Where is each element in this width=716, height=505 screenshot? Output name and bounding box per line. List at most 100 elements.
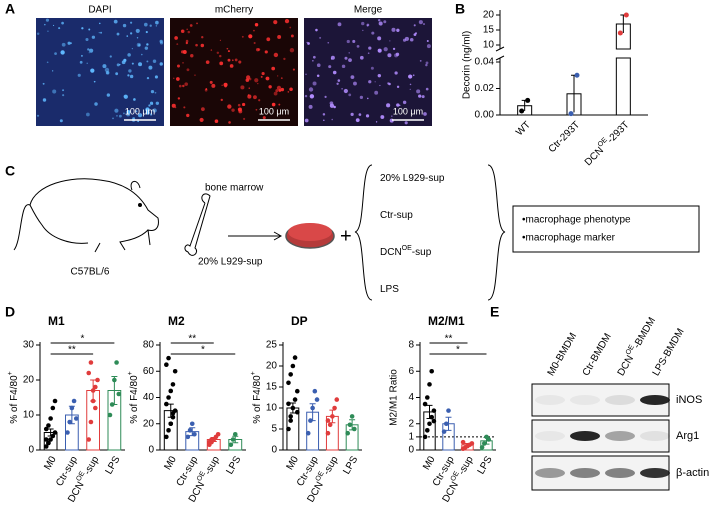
data-point: [209, 437, 214, 442]
lane-label: M0-BMDM: [545, 331, 578, 378]
treatment-part: LPS: [380, 284, 399, 295]
cell: [392, 47, 396, 51]
data-point: [286, 426, 291, 432]
micrograph: [170, 18, 298, 126]
lane-label-part: Ctr-BMDM: [580, 331, 613, 377]
cell: [228, 121, 231, 124]
x-tick-label-part: LPS: [475, 454, 494, 476]
cell: [379, 84, 381, 87]
cell: [145, 107, 150, 112]
cell: [312, 60, 314, 62]
data-point: [568, 111, 574, 117]
cell: [181, 29, 183, 32]
cell: [366, 25, 369, 27]
data-point: [228, 442, 234, 448]
cell: [94, 102, 98, 106]
x-tick-label: DCNOE-293T: [581, 118, 631, 168]
cell: [370, 66, 374, 70]
data-point: [431, 408, 437, 413]
y-tick-label: 15: [266, 382, 278, 393]
treatment: Ctr-sup: [380, 210, 413, 221]
cell: [383, 47, 388, 52]
cell: [135, 28, 140, 33]
data-point: [230, 437, 236, 442]
data-point: [69, 405, 75, 411]
cell: [58, 27, 61, 30]
cell: [277, 75, 279, 77]
protein-label: Arg1: [676, 430, 699, 442]
lane-label-sup: OE: [625, 344, 636, 357]
treatment-sup: OE: [402, 245, 412, 252]
bar: [615, 57, 631, 116]
cell: [242, 102, 246, 107]
cell: [136, 42, 141, 47]
blot-band: [605, 468, 635, 478]
cell: [154, 75, 158, 79]
blot-band: [535, 395, 565, 405]
data-point: [86, 370, 92, 376]
cell: [312, 81, 317, 86]
cell: [275, 89, 279, 93]
data-point: [95, 377, 100, 383]
data-point: [425, 428, 430, 433]
cell: [231, 108, 235, 112]
cell: [138, 62, 143, 67]
cell: [404, 36, 409, 41]
cell: [210, 49, 213, 51]
y-axis-label: M2/M1 Ratio: [389, 369, 400, 426]
cell: [355, 118, 360, 123]
blot-band: [570, 431, 600, 441]
cell: [332, 70, 337, 75]
cell: [152, 108, 157, 113]
cell: [426, 44, 431, 49]
x-tick-label-part: DCN: [186, 480, 206, 504]
cell: [145, 30, 148, 34]
x-tick-label-part: DCN: [583, 145, 606, 168]
cell: [377, 18, 381, 22]
y-tick-label: 15: [483, 25, 495, 36]
cell: [126, 112, 131, 117]
cell: [112, 117, 114, 120]
panel-letter: C: [5, 163, 15, 179]
cell: [254, 78, 259, 83]
data-point: [431, 418, 437, 424]
cell: [304, 118, 309, 123]
data-point: [112, 377, 117, 383]
cell: [102, 64, 107, 69]
cell: [98, 31, 101, 34]
cell: [346, 39, 350, 44]
channel-label: DAPI: [88, 5, 111, 16]
cell: [331, 118, 333, 121]
cell: [402, 100, 407, 105]
cell: [223, 82, 228, 87]
cell: [185, 39, 189, 43]
cell: [127, 53, 131, 57]
cell: [280, 77, 283, 79]
cell: [374, 90, 379, 95]
cell: [183, 106, 186, 109]
cell: [234, 58, 238, 62]
cell: [90, 68, 95, 73]
data-point: [73, 416, 79, 421]
treatment: 20% L929-sup: [380, 173, 445, 184]
cell: [378, 21, 383, 26]
cell: [253, 95, 257, 100]
cell: [214, 119, 219, 123]
data-point: [327, 422, 333, 428]
y-tick-label: 0: [28, 445, 34, 456]
data-point: [71, 398, 77, 404]
y-axis-label: Decorin (ng/ml): [462, 31, 473, 99]
chart-title: M1: [48, 314, 65, 328]
cell: [262, 116, 266, 120]
cell: [159, 39, 163, 43]
treatment-part: Ctr-sup: [380, 210, 413, 221]
data-point: [189, 421, 195, 427]
y-tick-label: 10: [483, 40, 495, 51]
data-point: [312, 388, 318, 394]
treatment-part: -sup: [412, 247, 432, 258]
data-point: [90, 398, 96, 404]
x-tick-label-part: LPS: [103, 454, 122, 476]
cell: [45, 18, 50, 22]
data-point: [88, 419, 94, 425]
y-tick-label: 8: [408, 340, 414, 351]
